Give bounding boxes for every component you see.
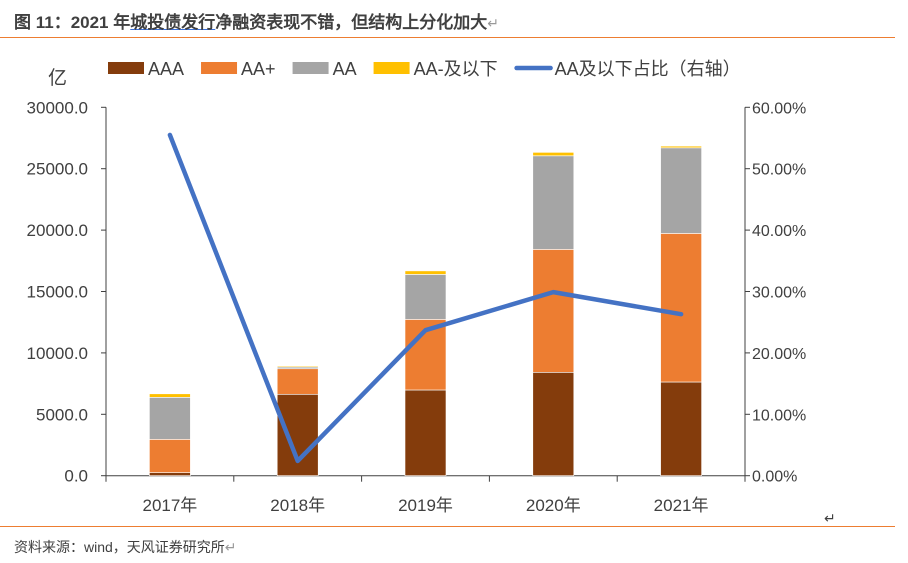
legend-label: AA及以下占比（右轴） xyxy=(555,59,741,79)
bar-AA+-2017年 xyxy=(149,439,191,473)
x-tick-label: 2018年 xyxy=(270,496,325,515)
legend-swatch-AA-及以下 xyxy=(373,62,410,74)
left-tick-label: 15000.0 xyxy=(27,283,88,302)
legend-label: AA xyxy=(333,59,357,79)
bar-AA-2021年 xyxy=(660,147,702,234)
source-text: 资料来源：wind，天风证券研究所↵ xyxy=(14,537,237,557)
left-tick-label: 5000.0 xyxy=(36,405,88,424)
legend-label: AAA xyxy=(148,59,184,79)
title-underlined: 城投债发行 xyxy=(130,13,216,32)
legend-swatch-AA xyxy=(292,62,329,74)
bar-AA-2019年 xyxy=(404,274,447,320)
bar-AA-及以下-2021年 xyxy=(660,145,702,149)
bar-AA-2020年 xyxy=(532,155,575,250)
legend-swatch-AAA xyxy=(108,62,144,74)
legend-swatch-AA+ xyxy=(201,62,238,74)
legend-label: AA-及以下 xyxy=(414,59,498,79)
bar-AAA-2017年 xyxy=(149,472,191,477)
legend-label: AA+ xyxy=(241,59,276,79)
title-rest: 净融资表现不错，但结构上分化加大 xyxy=(215,13,488,32)
left-tick-label: 10000.0 xyxy=(27,344,88,363)
right-tick-label: 30.00% xyxy=(752,285,806,302)
x-tick-label: 2019年 xyxy=(398,496,453,515)
bar-AA+-2021年 xyxy=(660,233,702,383)
bar-AA-2017年 xyxy=(149,397,191,440)
title-rule xyxy=(0,37,895,38)
source-rule xyxy=(0,526,895,527)
bar-AAA-2019年 xyxy=(404,389,447,476)
right-tick-label: 0.00% xyxy=(752,469,797,486)
return-mark-icon: ↵ xyxy=(224,539,237,555)
bar-AA-及以下-2019年 xyxy=(404,270,447,275)
figure-title: 图 11：2021 年城投债发行净融资表现不错，但结构上分化加大↵ xyxy=(14,8,499,33)
bar-AA+-2018年 xyxy=(276,368,319,395)
right-tick-label: 60.00% xyxy=(752,100,806,117)
x-tick-label: 2017年 xyxy=(142,496,197,515)
return-mark-icon: ↵ xyxy=(824,510,836,526)
left-tick-label: 30000.0 xyxy=(27,98,88,117)
right-tick-label: 40.00% xyxy=(752,223,806,240)
return-mark-icon: ↵ xyxy=(487,15,499,31)
bar-AAA-2020年 xyxy=(532,372,575,476)
left-tick-label: 25000.0 xyxy=(27,160,88,179)
bar-AAA-2018年 xyxy=(276,393,319,476)
bar-AAA-2021年 xyxy=(660,381,702,477)
x-tick-label: 2020年 xyxy=(526,496,581,515)
left-tick-label: 0.0 xyxy=(64,467,88,486)
y-axis-unit-label: 亿 xyxy=(48,67,67,89)
title-prefix: 图 11：2021 年 xyxy=(14,13,131,32)
right-tick-label: 50.00% xyxy=(752,162,806,179)
left-tick-label: 20000.0 xyxy=(27,221,88,240)
source-label: 资料来源：wind，天风证券研究所 xyxy=(14,539,225,555)
right-tick-label: 10.00% xyxy=(752,407,806,424)
x-tick-label: 2021年 xyxy=(654,496,709,515)
bar-AA-及以下-2020年 xyxy=(532,152,575,157)
bar-AA+-2020年 xyxy=(532,249,575,373)
bar-AA-及以下-2017年 xyxy=(149,393,191,398)
right-tick-label: 20.00% xyxy=(752,346,806,363)
bar-AA-及以下-2018年 xyxy=(276,365,319,368)
